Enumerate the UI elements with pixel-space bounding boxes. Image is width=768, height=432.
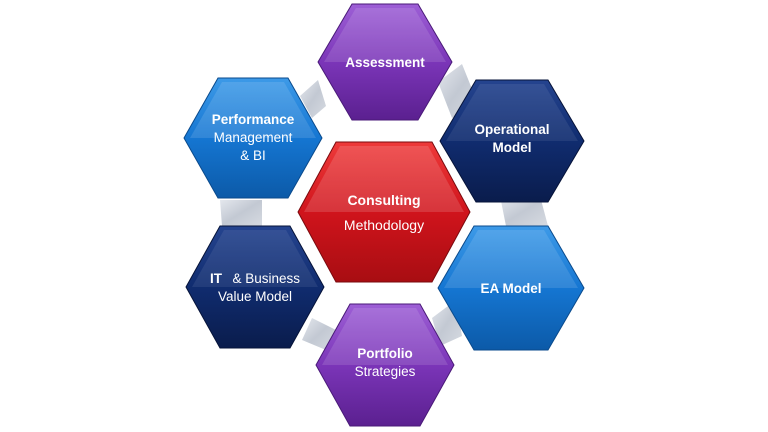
portfolio-label-line1: Portfolio: [357, 346, 413, 361]
portfolio-label-line2: Strategies: [355, 364, 416, 379]
business-label: & Business: [232, 271, 300, 286]
connector-it-performance: [220, 200, 262, 226]
it-business-label-line2: Value Model: [218, 289, 292, 304]
assessment-label: Assessment: [345, 55, 425, 70]
it-business-label-line1: IT & Business: [210, 270, 300, 287]
hex-portfolio-strategies[interactable]: Portfolio Strategies: [315, 303, 455, 427]
operational-label-line2: Model: [493, 140, 532, 155]
hex-assessment[interactable]: Assessment: [317, 3, 453, 121]
connector-performance-assessment: [300, 80, 326, 118]
performance-label-line3: & BI: [240, 148, 266, 163]
operational-label-line1: Operational: [474, 122, 549, 137]
hex-consulting-methodology[interactable]: Consulting Methodology: [297, 141, 471, 283]
hex-it-business-value-model[interactable]: IT & Business Value Model: [185, 225, 325, 349]
it-label: IT: [210, 271, 223, 286]
ea-model-label: EA Model: [480, 281, 541, 296]
hex-ea-model[interactable]: EA Model: [437, 225, 585, 351]
performance-label-line2: Management: [214, 130, 293, 145]
connector-portfolio-it: [302, 318, 336, 350]
center-title: Consulting: [347, 192, 420, 208]
performance-label-line1: Performance: [212, 112, 295, 127]
connector-operational-ea: [500, 196, 548, 226]
center-subtitle: Methodology: [344, 217, 424, 233]
hex-operational-model[interactable]: Operational Model: [439, 79, 585, 203]
hex-performance-management[interactable]: Performance Management & BI: [183, 77, 323, 199]
